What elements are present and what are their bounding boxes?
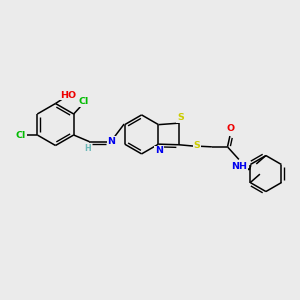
Text: H: H [84,144,91,153]
Text: HO: HO [60,91,76,100]
Text: N: N [155,146,163,155]
Text: S: S [177,113,184,122]
Text: Cl: Cl [16,130,26,140]
Text: S: S [194,141,200,150]
Text: Cl: Cl [78,97,88,106]
Text: N: N [107,137,116,146]
Text: O: O [226,124,235,133]
Text: NH: NH [231,161,247,170]
